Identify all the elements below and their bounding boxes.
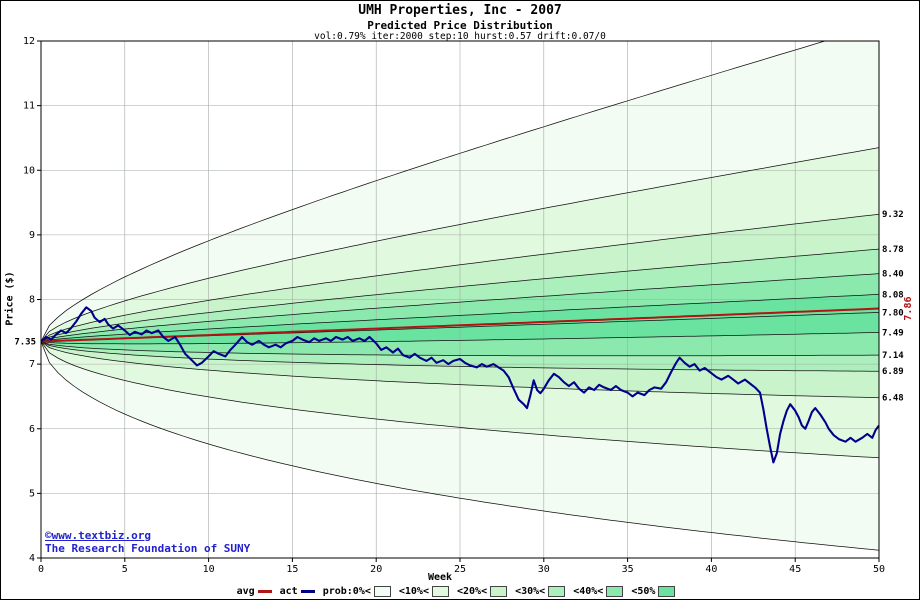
x-tick-label: 30 [538, 564, 550, 575]
legend-swatch [300, 590, 315, 593]
x-tick-label: 50 [873, 564, 885, 575]
legend-label: <40%< [573, 586, 604, 597]
legend-label: <50% [631, 586, 656, 597]
avg-end-label: 7.86 [903, 297, 914, 321]
x-tick-label: 45 [789, 564, 801, 575]
chart-legend: avg act prob:0%< <10%< <20%< <30%< <40%< <50% [1, 586, 919, 597]
legend-swatch [548, 586, 566, 597]
chart-subtitle: Predicted Price Distribution [367, 19, 553, 32]
legend-item-act: act [280, 586, 315, 597]
legend-label: avg [236, 586, 255, 597]
legend-swatch [490, 586, 508, 597]
legend-label: prob:0%< [322, 586, 371, 597]
x-tick-label: 10 [203, 564, 215, 575]
quantile-end-label: 9.32 [882, 210, 904, 220]
legend-swatch [606, 586, 624, 597]
quantile-curve [41, 341, 879, 372]
quantile-end-label: 8.78 [882, 245, 904, 255]
legend-swatch [373, 586, 391, 597]
quantile-curve [41, 248, 879, 342]
quantile-curve [41, 41, 827, 342]
quantile-curve [41, 341, 879, 357]
quantile-curve [41, 213, 879, 342]
quantile-curve [41, 341, 879, 399]
legend-label: <30%< [515, 586, 546, 597]
legend-label: <20%< [456, 586, 488, 597]
quantile-curve [41, 147, 879, 342]
quantile-end-label: 7.80 [882, 308, 904, 318]
legend-swatch [658, 586, 676, 597]
y-tick-label: 6 [29, 424, 35, 435]
legend-swatch [431, 586, 449, 597]
chart-parameters: vol:0.79% iter:2000 step:10 hurst:0.57 d… [314, 31, 606, 42]
legend-item-40: <40%< [573, 586, 624, 597]
x-tick-label: 25 [454, 564, 466, 575]
y-tick-label: 10 [23, 165, 35, 176]
quantile-end-label: 7.49 [882, 328, 904, 338]
legend-item-50: <50% [631, 586, 676, 597]
quantile-curve [41, 341, 879, 551]
y-tick-label: 5 [29, 488, 35, 499]
legend-item-30: <30%< [515, 586, 566, 597]
y-tick-label: 12 [23, 36, 35, 47]
legend-label: <10%< [398, 586, 429, 597]
x-tick-label: 20 [370, 564, 382, 575]
legend-item-10: <10%< [399, 586, 449, 597]
y-tick-label: 9 [29, 230, 35, 241]
y-axis-label: Price ($) [4, 271, 16, 326]
x-tick-label: 40 [705, 564, 717, 575]
y-tick-label: 7 [29, 359, 35, 370]
watermark-org: The Research Foundation of SUNY [45, 542, 251, 555]
quantile-curve [41, 341, 879, 459]
x-tick-label: 15 [286, 564, 298, 575]
legend-item-prob0: prob:0%< [323, 586, 391, 597]
x-tick-label: 0 [38, 564, 44, 575]
x-axis-label: Week [427, 572, 453, 583]
y-tick-label: 8 [29, 295, 35, 306]
x-tick-label: 35 [622, 564, 634, 575]
legend-item-avg: avg [237, 586, 272, 597]
quantile-end-label: 8.40 [882, 270, 904, 280]
chart-title: UMH Properties, Inc - 2007 [358, 3, 562, 18]
x-tick-label: 5 [122, 564, 128, 575]
watermark-url[interactable]: ©www.textbiz.org [45, 529, 151, 542]
avg-price-line [41, 307, 879, 343]
actual-price-line [41, 306, 879, 464]
legend-item-20: <20%< [456, 586, 508, 597]
quantile-end-label: 6.89 [882, 367, 904, 377]
legend-swatch [257, 590, 272, 593]
quantile-curve [41, 273, 879, 342]
quantile-curve [41, 293, 879, 342]
y-tick-label: 4 [29, 553, 35, 564]
quantile-end-label: 7.14 [882, 351, 904, 361]
quantile-end-label: 6.48 [882, 394, 904, 404]
quantile-end-label: 8.08 [882, 290, 904, 300]
start-price-label: 7.35 [14, 338, 36, 348]
y-tick-label: 11 [23, 101, 35, 112]
legend-label: act [279, 586, 298, 597]
watermark: ©www.textbiz.org The Research Foundation… [45, 529, 250, 555]
